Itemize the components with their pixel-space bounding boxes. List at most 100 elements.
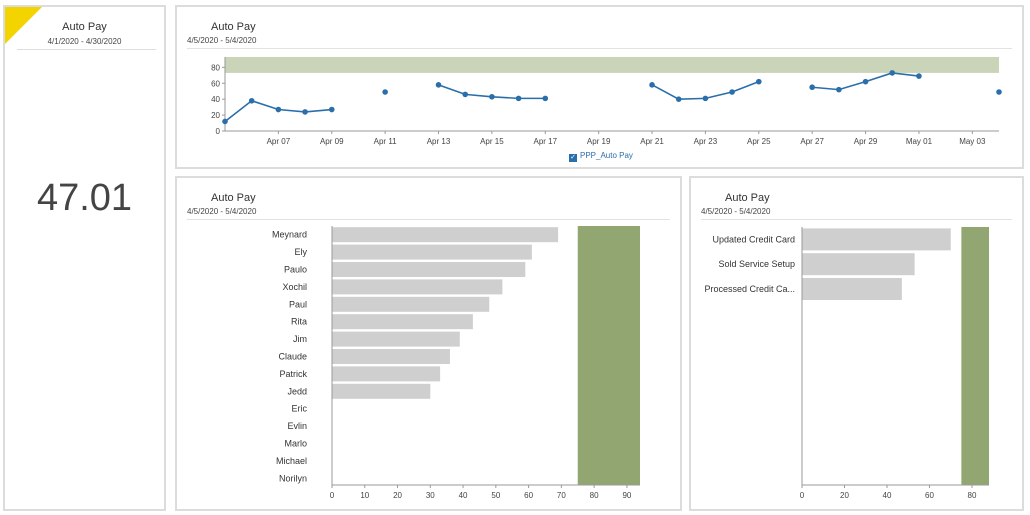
checkbox-icon[interactable]: ✓ [569,154,577,162]
target-band [225,57,999,73]
x-tick-label: Apr 11 [374,137,398,146]
bar-chart-divider [187,219,670,220]
category-label: Paulo [284,265,307,275]
data-point [729,89,735,95]
bar [332,349,450,364]
x-tick-label: Apr 19 [587,137,611,146]
x-tick-label: May 03 [959,137,986,146]
bar [802,228,951,251]
data-point [542,95,549,102]
x-tick-label: 60 [925,491,934,500]
data-point [302,109,308,115]
data-point [462,91,469,98]
data-point [836,86,842,93]
data-point [328,106,335,113]
legend-label: PPP_Auto Pay [580,151,633,160]
target-band [961,227,989,485]
data-point [222,118,228,125]
bar-chart-title: Auto Pay [725,192,770,204]
bar [332,314,473,330]
category-label: Meynard [272,230,307,240]
category-label: Updated Credit Card [712,234,795,244]
x-tick-label: 80 [968,491,977,500]
kpi-date-range: 4/1/2020 - 4/30/2020 [47,37,122,46]
category-label: Patrick [279,369,307,379]
data-point [515,95,522,102]
bar [332,262,526,277]
kpi-card[interactable]: Auto Pay 4/1/2020 - 4/30/2020 47.01 [3,5,166,511]
x-tick-label: 40 [883,491,892,500]
bar-chart-divider [701,219,1012,220]
category-label: Claude [278,352,307,362]
x-tick-label: Apr 21 [640,137,664,146]
line-chart-divider [187,48,1012,49]
activity-bar-chart-card[interactable]: Auto Pay 4/5/2020 - 5/4/2020 Updated Cre… [689,176,1024,511]
y-tick-label: 80 [211,63,220,72]
agent-bar-chart-card[interactable]: Auto Pay 4/5/2020 - 5/4/2020 Meynard Ely P… [175,176,682,511]
bar [332,383,431,399]
category-label: Michael [276,456,307,466]
target-band [577,226,640,485]
bar-chart-date-range: 4/5/2020 - 5/4/2020 [187,207,257,216]
y-tick-label: 0 [216,127,221,136]
line-chart-date-range: 4/5/2020 - 5/4/2020 [187,36,257,45]
x-tick-label: Apr 17 [533,137,557,146]
data-point [489,93,495,100]
data-point [649,82,655,88]
category-label: Sold Service Setup [718,259,795,269]
category-label: Xochil [282,282,307,292]
x-tick-label: 80 [590,491,599,500]
category-label: Evlin [287,421,307,431]
activity-bar-chart: Updated Credit Card Sold Service Setup Pro… [704,227,989,500]
y-tick-label: 20 [211,111,220,120]
data-point [435,82,442,88]
data-point [889,70,896,76]
kpi-title: Auto Pay [62,21,107,33]
kpi-divider [17,49,156,50]
data-point [755,78,762,85]
data-point [275,106,282,113]
x-tick-label: 70 [557,491,566,500]
data-point [916,73,922,79]
data-point [996,89,1002,95]
y-tick-label: 40 [211,95,220,104]
x-tick-label: Apr 25 [747,137,771,146]
x-tick-label: Apr 15 [480,137,504,146]
x-tick-label: 30 [426,491,435,500]
bar [802,253,915,276]
x-tick-label: 90 [622,491,631,500]
x-tick-label: May 01 [906,137,933,146]
bar [332,227,559,243]
category-label: Jedd [287,386,307,396]
x-tick-label: Apr 07 [267,137,291,146]
category-label: Paul [289,299,307,309]
x-tick-label: 10 [360,491,369,500]
category-label: Jim [293,334,307,344]
x-tick-label: Apr 23 [694,137,718,146]
x-tick-label: 40 [459,491,468,500]
y-tick-label: 60 [211,79,220,88]
line-chart-card[interactable]: Auto Pay 4/5/2020 - 5/4/2020 0 20 40 60 80 Ap… [175,5,1024,169]
bar-chart-date-range: 4/5/2020 - 5/4/2020 [701,207,771,216]
line-chart: 0 20 40 60 80 Apr 07 Apr 09 Apr 11 Apr 13 Apr 15 A… [211,57,1002,146]
kpi-flag-marker [5,7,42,44]
category-label: Eric [292,404,308,414]
x-tick-label: Apr 09 [320,137,344,146]
data-point [382,89,388,95]
x-tick-label: Apr 13 [427,137,451,146]
category-label: Ely [294,247,307,257]
category-label: Norilyn [279,473,307,483]
x-tick-label: 50 [491,491,500,500]
data-point [809,84,815,91]
x-tick-label: 20 [393,491,402,500]
data-point [675,96,682,102]
x-tick-label: 0 [800,491,805,500]
x-tick-label: 0 [330,491,335,500]
line-chart-legend[interactable]: ✓ PPP_Auto Pay [569,151,633,162]
bar [332,296,490,312]
bar [332,244,532,260]
data-point [702,95,709,102]
data-point [248,97,255,104]
x-tick-label: Apr 27 [800,137,824,146]
bar [802,278,902,300]
